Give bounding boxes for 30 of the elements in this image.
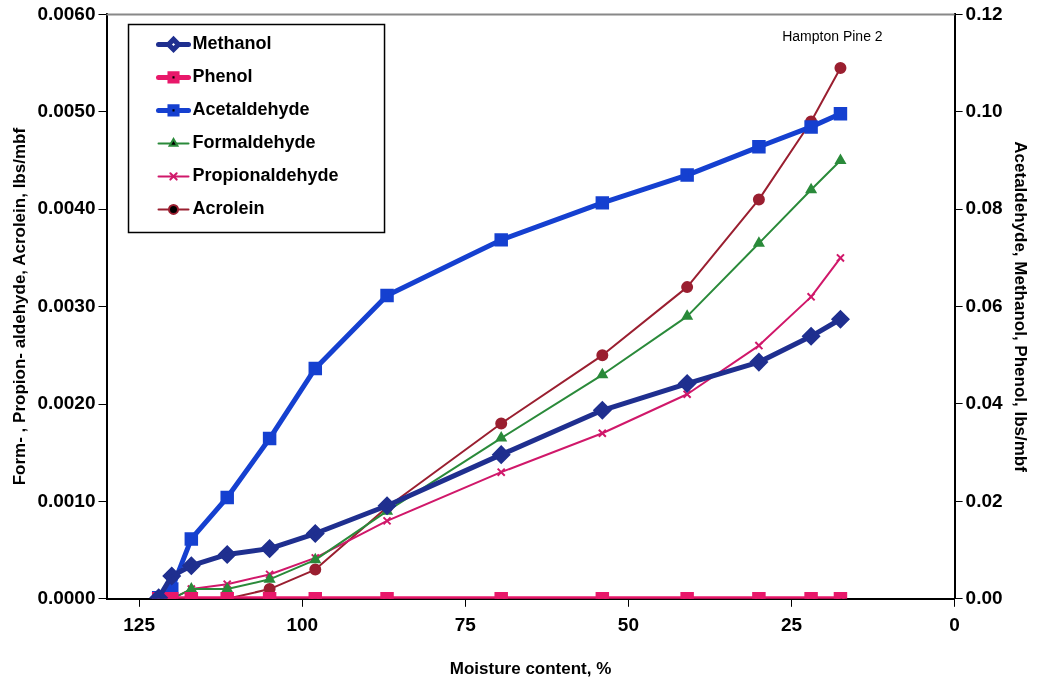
legend-label: Acrolein xyxy=(192,198,265,219)
y-tick-label: 0.0050 xyxy=(37,100,96,122)
x-tick-label: 25 xyxy=(780,614,803,636)
legend-label: Methanol xyxy=(192,33,272,54)
x-tick-label: 50 xyxy=(617,614,639,636)
y2-tick-label: 0.02 xyxy=(965,489,1003,511)
y2-tick-label: 0.10 xyxy=(965,100,1003,122)
x-axis-title: Moisture content, % xyxy=(449,659,612,679)
y-tick-label: 0.0060 xyxy=(37,2,96,24)
legend-label: Acetaldehyde xyxy=(192,99,310,120)
y2-tick-label: 0.06 xyxy=(965,294,1003,316)
x-tick-label: 100 xyxy=(286,614,319,636)
y2-axis-title: Acetaldehyde, Methanol, Phenol, lbs/mbf xyxy=(1011,141,1031,473)
y-tick-label: 0.0040 xyxy=(37,197,96,219)
y-tick-label: 0.0000 xyxy=(37,587,96,609)
annotation: Hampton Pine 2 xyxy=(782,28,883,45)
x-tick-label: 75 xyxy=(454,614,477,636)
y-tick-label: 0.0010 xyxy=(37,489,96,511)
legend-label: Propionaldehyde xyxy=(192,165,339,186)
y-tick-label: 0.0030 xyxy=(37,294,96,316)
y2-tick-label: 0.08 xyxy=(965,197,1003,219)
y-axis-title: Form- , Propion- aldehyde, Acrolein, lbs/mbf xyxy=(9,127,29,486)
x-tick-label: 125 xyxy=(123,614,156,636)
y2-tick-label: 0.12 xyxy=(965,2,1003,24)
y-tick-label: 0.0020 xyxy=(37,392,96,414)
y2-tick-label: 0.04 xyxy=(965,392,1004,414)
x-tick-label: 0 xyxy=(949,614,960,636)
legend-label: Formaldehyde xyxy=(192,132,316,153)
legend-label: Phenol xyxy=(192,66,253,87)
y2-tick-label: 0.00 xyxy=(965,587,1003,609)
